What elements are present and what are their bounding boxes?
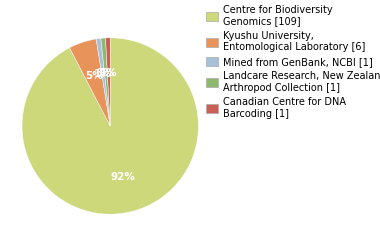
- Wedge shape: [96, 38, 110, 126]
- Wedge shape: [70, 39, 110, 126]
- Text: 5%: 5%: [85, 71, 103, 81]
- Text: 92%: 92%: [110, 172, 135, 182]
- Wedge shape: [22, 38, 198, 214]
- Wedge shape: [106, 38, 110, 126]
- Legend: Centre for Biodiversity
Genomics [109], Kyushu University,
Entomological Laborat: Centre for Biodiversity Genomics [109], …: [206, 5, 380, 119]
- Wedge shape: [101, 38, 110, 126]
- Text: 1%: 1%: [97, 68, 115, 78]
- Text: 1%: 1%: [94, 69, 112, 78]
- Text: 1%: 1%: [100, 68, 118, 78]
